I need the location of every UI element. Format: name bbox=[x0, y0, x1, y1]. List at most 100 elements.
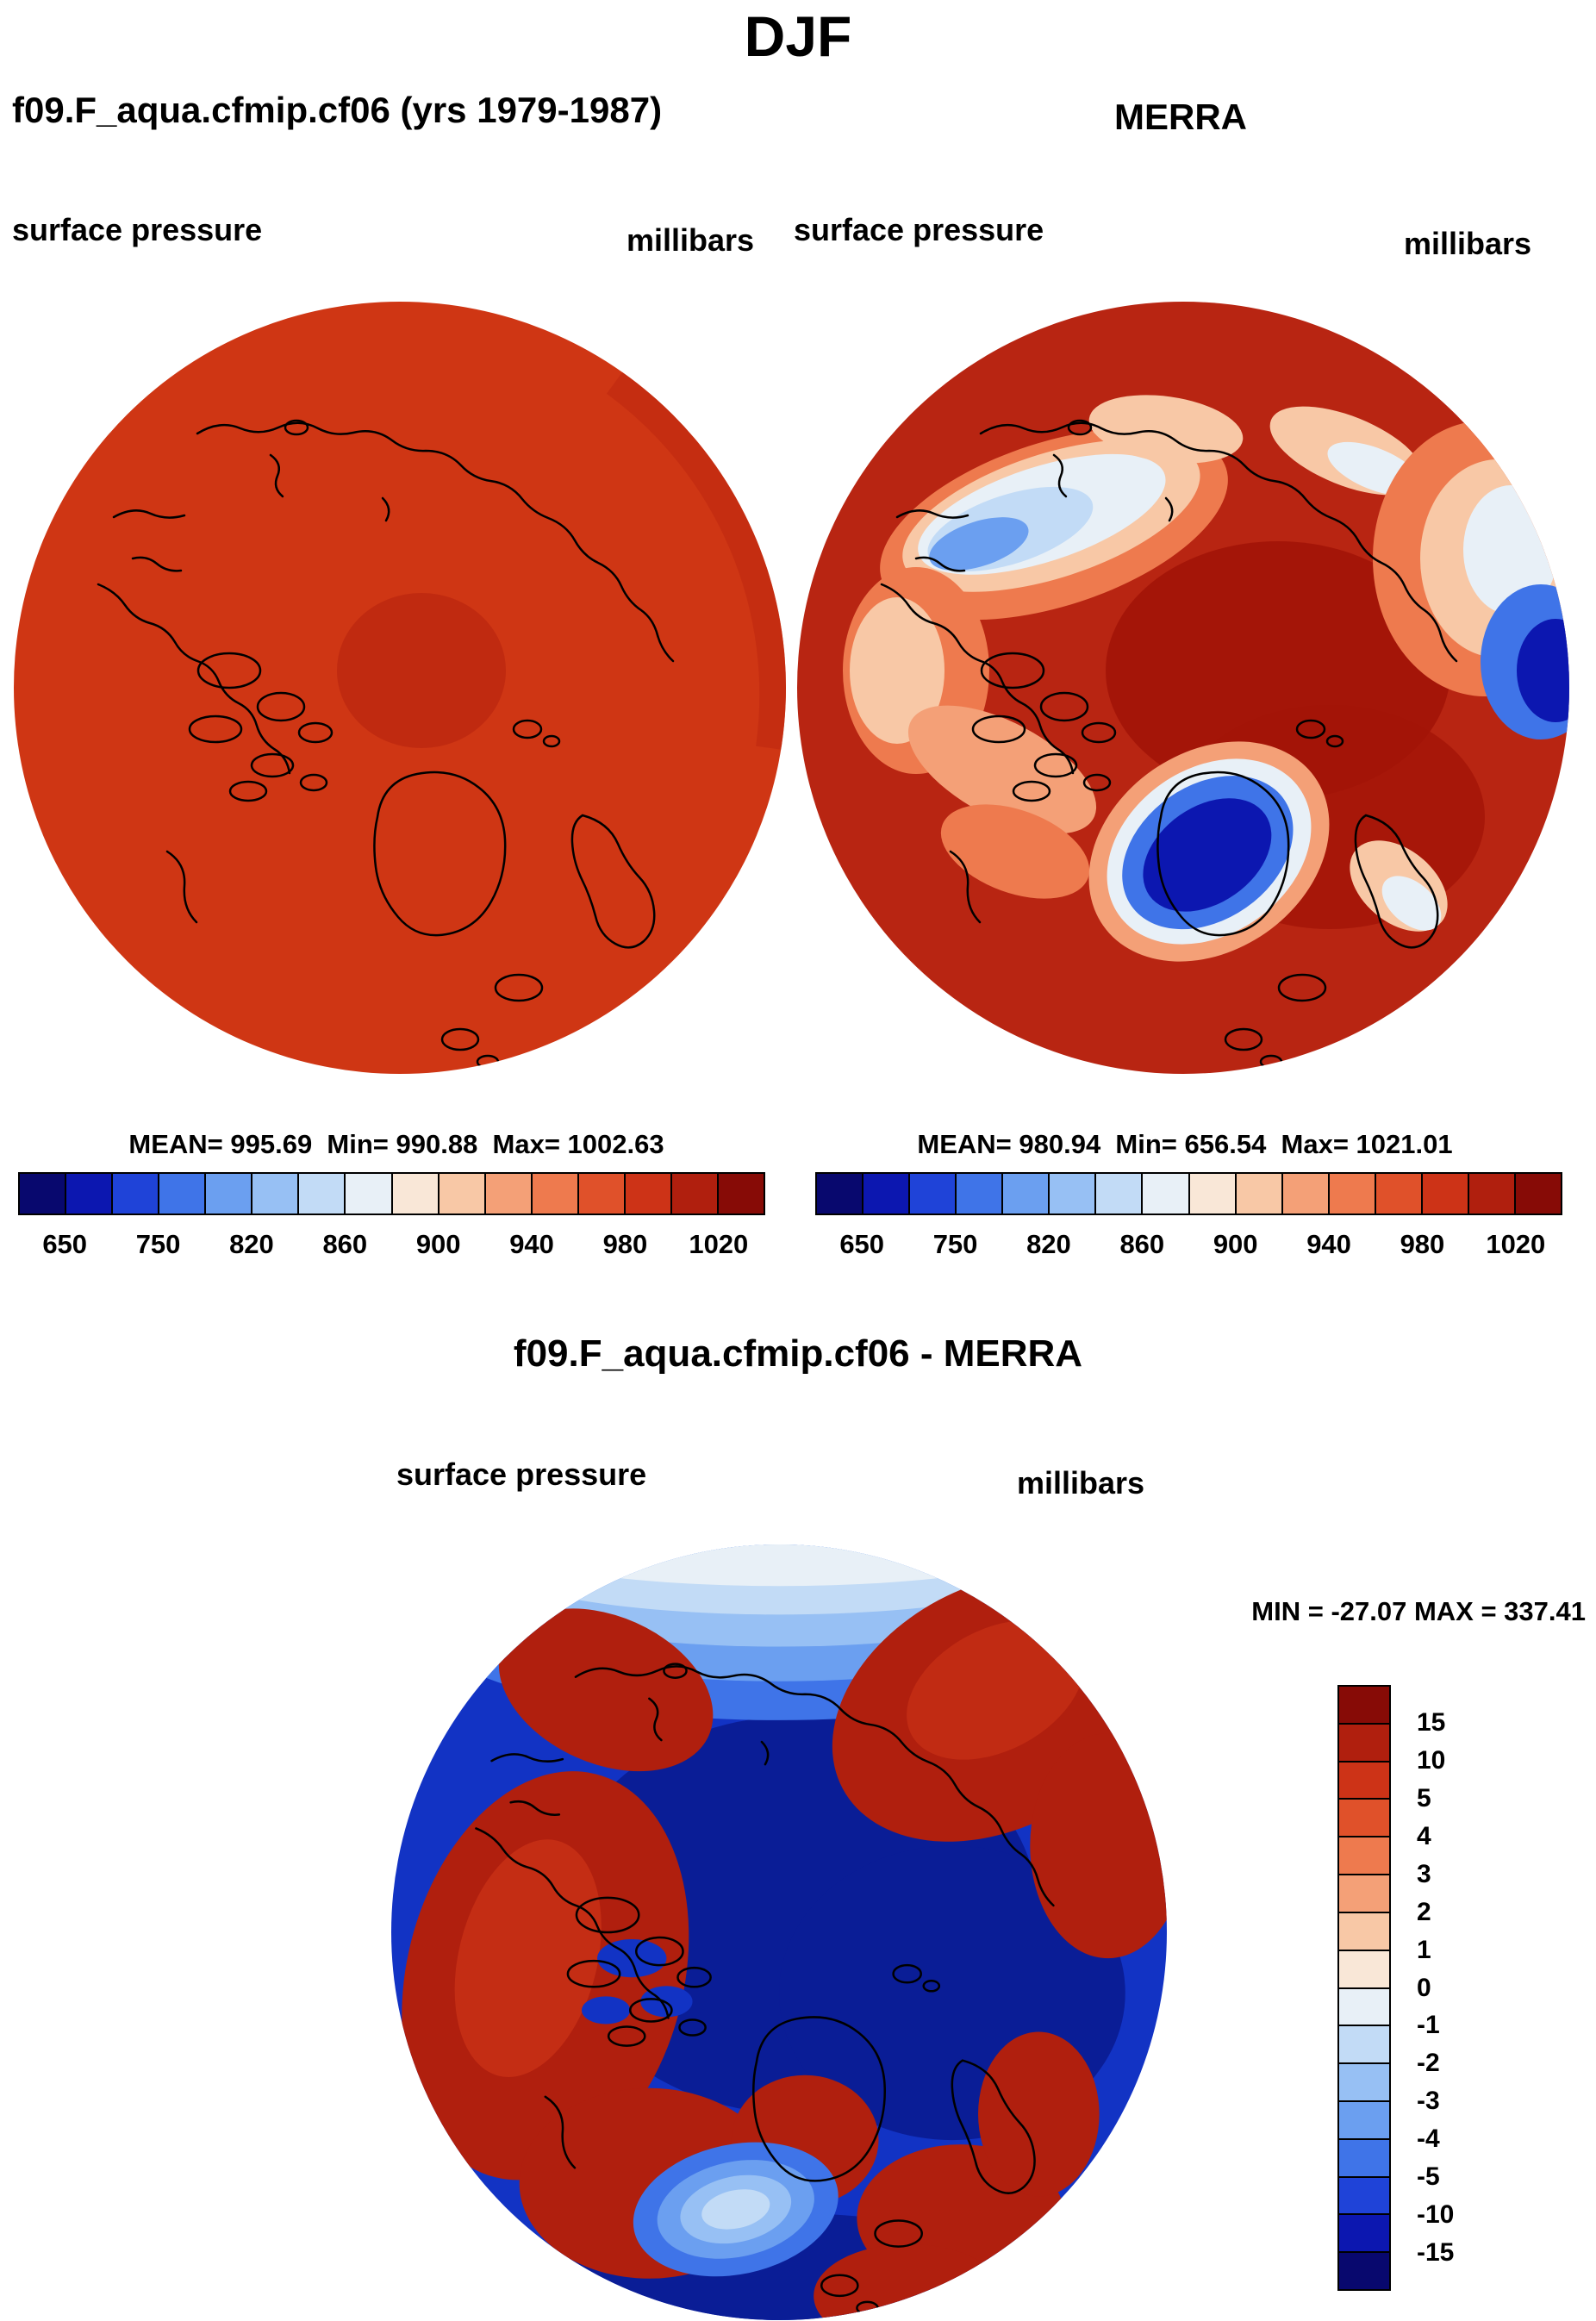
colorbar-tick-label: -15 bbox=[1417, 2238, 1455, 2268]
obs-colorbar bbox=[815, 1172, 1562, 1215]
diff-units-label: millibars bbox=[1017, 1465, 1145, 1501]
colorbar-segment bbox=[1468, 1174, 1516, 1214]
colorbar-segment bbox=[1339, 1687, 1389, 1725]
colorbar-segment bbox=[1339, 2177, 1389, 2216]
colorbar-tick-label: 940 bbox=[1306, 1229, 1351, 1259]
colorbar-segment bbox=[1003, 1174, 1050, 1214]
colorbar-segment bbox=[346, 1174, 393, 1214]
colorbar-tick-label: 1020 bbox=[689, 1229, 749, 1259]
colorbar-tick-label: 820 bbox=[229, 1229, 274, 1259]
colorbar-tick-label: -3 bbox=[1417, 2087, 1440, 2116]
colorbar-segment bbox=[1050, 1174, 1097, 1214]
colorbar-segment bbox=[1422, 1174, 1469, 1214]
colorbar-tick-label: 820 bbox=[1026, 1229, 1071, 1259]
colorbar-segment bbox=[1339, 1988, 1389, 2027]
obs-polar-map bbox=[797, 302, 1569, 1074]
colorbar-tick-label: 1 bbox=[1417, 1935, 1431, 1964]
colorbar-segment bbox=[20, 1174, 67, 1214]
obs-colorbar-labels: 650 750 820 860 900 940 980 1020 bbox=[815, 1229, 1562, 1263]
colorbar-segment bbox=[1143, 1174, 1190, 1214]
colorbar-segment bbox=[1329, 1174, 1376, 1214]
colorbar-segment bbox=[1236, 1174, 1283, 1214]
colorbar-tick-label: 750 bbox=[135, 1229, 181, 1259]
colorbar-segment bbox=[1339, 2026, 1389, 2065]
colorbar-tick-label: -1 bbox=[1417, 2011, 1440, 2040]
colorbar-segment bbox=[1339, 1875, 1389, 1913]
colorbar-segment bbox=[1375, 1174, 1423, 1214]
colorbar-segment bbox=[1339, 1800, 1389, 1838]
diff-minmax: MIN = -27.07 MAX = 337.41 bbox=[1251, 1596, 1586, 1626]
colorbar-tick-label: -2 bbox=[1417, 2049, 1440, 2078]
model-colorbar bbox=[18, 1172, 765, 1215]
colorbar-tick-label: -5 bbox=[1417, 2162, 1440, 2192]
colorbar-segment bbox=[113, 1174, 160, 1214]
colorbar-segment bbox=[1339, 2139, 1389, 2178]
colorbar-segment bbox=[1339, 1837, 1389, 1876]
diff-polar-map bbox=[391, 1544, 1167, 2320]
colorbar-segment bbox=[671, 1174, 719, 1214]
colorbar-segment bbox=[66, 1174, 114, 1214]
colorbar-segment bbox=[252, 1174, 300, 1214]
colorbar-segment bbox=[625, 1174, 672, 1214]
colorbar-segment bbox=[299, 1174, 346, 1214]
model-field-label: surface pressure bbox=[12, 212, 263, 247]
colorbar-tick-label: 650 bbox=[839, 1229, 885, 1259]
colorbar-tick-label: 15 bbox=[1417, 1707, 1446, 1737]
model-colorbar-labels: 650 750 820 860 900 940 980 1020 bbox=[18, 1229, 765, 1263]
colorbar-segment bbox=[485, 1174, 533, 1214]
obs-stats: MEAN= 980.94 Min= 656.54 Max= 1021.01 bbox=[917, 1129, 1453, 1159]
colorbar-tick-label: -10 bbox=[1417, 2200, 1455, 2230]
obs-title: MERRA bbox=[1114, 97, 1247, 137]
colorbar-segment bbox=[1339, 2101, 1389, 2140]
model-title: f09.F_aqua.cfmip.cf06 (yrs 1979-1987) bbox=[12, 90, 663, 130]
colorbar-segment bbox=[578, 1174, 626, 1214]
colorbar-tick-label: -4 bbox=[1417, 2124, 1440, 2154]
model-polar-map bbox=[14, 302, 786, 1074]
obs-units-label: millibars bbox=[1404, 226, 1532, 261]
colorbar-tick-label: 860 bbox=[1119, 1229, 1165, 1259]
colorbar-segment bbox=[159, 1174, 207, 1214]
colorbar-segment bbox=[439, 1174, 486, 1214]
model-stats: MEAN= 995.69 Min= 990.88 Max= 1002.63 bbox=[128, 1129, 664, 1159]
diff-title: f09.F_aqua.cfmip.cf06 - MERRA bbox=[513, 1332, 1083, 1375]
colorbar-tick-label: 940 bbox=[509, 1229, 554, 1259]
colorbar-segment bbox=[1282, 1174, 1330, 1214]
colorbar-tick-label: 860 bbox=[322, 1229, 368, 1259]
model-units-label: millibars bbox=[627, 222, 755, 258]
colorbar-segment bbox=[1515, 1174, 1561, 1214]
colorbar-tick-label: 900 bbox=[415, 1229, 461, 1259]
colorbar-segment bbox=[532, 1174, 579, 1214]
colorbar-tick-label: 3 bbox=[1417, 1859, 1431, 1888]
colorbar-segment bbox=[1339, 1912, 1389, 1951]
colorbar-tick-label: 10 bbox=[1417, 1745, 1446, 1775]
colorbar-tick-label: 650 bbox=[42, 1229, 88, 1259]
obs-field-label: surface pressure bbox=[794, 212, 1044, 247]
colorbar-segment bbox=[392, 1174, 440, 1214]
colorbar-segment bbox=[1339, 1724, 1389, 1763]
colorbar-tick-label: 1020 bbox=[1486, 1229, 1546, 1259]
season-title: DJF bbox=[744, 4, 852, 68]
colorbar-segment bbox=[1189, 1174, 1237, 1214]
colorbar-segment bbox=[863, 1174, 911, 1214]
colorbar-tick-label: 900 bbox=[1213, 1229, 1258, 1259]
colorbar-segment bbox=[1339, 2215, 1389, 2254]
colorbar-segment bbox=[817, 1174, 864, 1214]
model-pressure-field-blobs bbox=[337, 370, 786, 751]
colorbar-tick-label: 750 bbox=[932, 1229, 978, 1259]
colorbar-segment bbox=[957, 1174, 1004, 1214]
colorbar-segment bbox=[1339, 1762, 1389, 1800]
colorbar-tick-label: 980 bbox=[1400, 1229, 1445, 1259]
colorbar-segment bbox=[1339, 2064, 1389, 2102]
diff-field-label: surface pressure bbox=[396, 1457, 647, 1492]
colorbar-segment bbox=[206, 1174, 253, 1214]
colorbar-tick-label: 980 bbox=[602, 1229, 648, 1259]
colorbar-tick-label: 4 bbox=[1417, 1821, 1431, 1850]
colorbar-segment bbox=[1096, 1174, 1144, 1214]
colorbar-segment bbox=[910, 1174, 957, 1214]
colorbar-segment bbox=[1339, 1950, 1389, 1989]
colorbar-tick-label: 0 bbox=[1417, 1973, 1431, 2002]
colorbar-segment bbox=[1339, 2253, 1389, 2289]
colorbar-segment bbox=[718, 1174, 764, 1214]
diff-colorbar-labels: 15 10 5 4 3 2 1 0 -1 -2 -3 -4 -5 -10 -15 bbox=[1417, 1685, 1520, 2291]
